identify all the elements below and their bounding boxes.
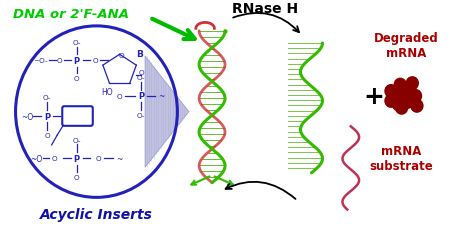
Text: ~O-: ~O- xyxy=(34,58,48,64)
Text: HO: HO xyxy=(101,87,113,96)
Text: O-: O- xyxy=(43,95,51,101)
Circle shape xyxy=(385,85,397,98)
Text: OR: OR xyxy=(70,112,85,121)
Circle shape xyxy=(392,99,404,111)
Text: ~: ~ xyxy=(158,92,164,101)
Circle shape xyxy=(399,89,411,101)
Text: ~O: ~O xyxy=(21,112,33,121)
Text: P: P xyxy=(138,92,145,101)
Text: P: P xyxy=(44,112,50,121)
Circle shape xyxy=(401,96,414,109)
Text: Acyclic Inserts: Acyclic Inserts xyxy=(40,207,153,220)
Text: O: O xyxy=(118,53,124,59)
Text: O-: O- xyxy=(73,40,81,46)
Text: O: O xyxy=(74,76,80,82)
Circle shape xyxy=(411,100,423,112)
Circle shape xyxy=(410,90,421,103)
Text: mRNA
substrate: mRNA substrate xyxy=(370,144,434,172)
Circle shape xyxy=(406,77,418,90)
Circle shape xyxy=(394,79,406,92)
Text: O: O xyxy=(92,58,98,64)
Circle shape xyxy=(396,102,408,115)
Text: O: O xyxy=(52,155,57,162)
Circle shape xyxy=(385,95,397,108)
Text: O: O xyxy=(44,132,50,138)
Text: B: B xyxy=(136,50,143,59)
Text: P: P xyxy=(73,56,80,65)
Text: ~: ~ xyxy=(117,154,123,163)
Text: O-: O- xyxy=(137,112,146,118)
Text: RNase H: RNase H xyxy=(232,2,298,16)
Text: DNA or 2'F-ANA: DNA or 2'F-ANA xyxy=(13,8,129,21)
Polygon shape xyxy=(145,57,189,168)
Text: O: O xyxy=(138,70,144,76)
Text: O: O xyxy=(116,94,122,99)
Circle shape xyxy=(403,82,416,95)
Text: P: P xyxy=(73,154,80,163)
Text: O: O xyxy=(57,58,62,64)
Text: O: O xyxy=(64,114,70,119)
Text: O-: O- xyxy=(73,137,81,143)
Text: O: O xyxy=(96,155,101,162)
Circle shape xyxy=(389,89,401,101)
FancyBboxPatch shape xyxy=(62,107,93,126)
Text: O-: O- xyxy=(137,75,146,81)
Text: +: + xyxy=(364,85,384,108)
Text: ~O: ~O xyxy=(30,154,42,163)
Text: Degraded
mRNA: Degraded mRNA xyxy=(374,32,438,60)
Text: O: O xyxy=(74,174,80,180)
